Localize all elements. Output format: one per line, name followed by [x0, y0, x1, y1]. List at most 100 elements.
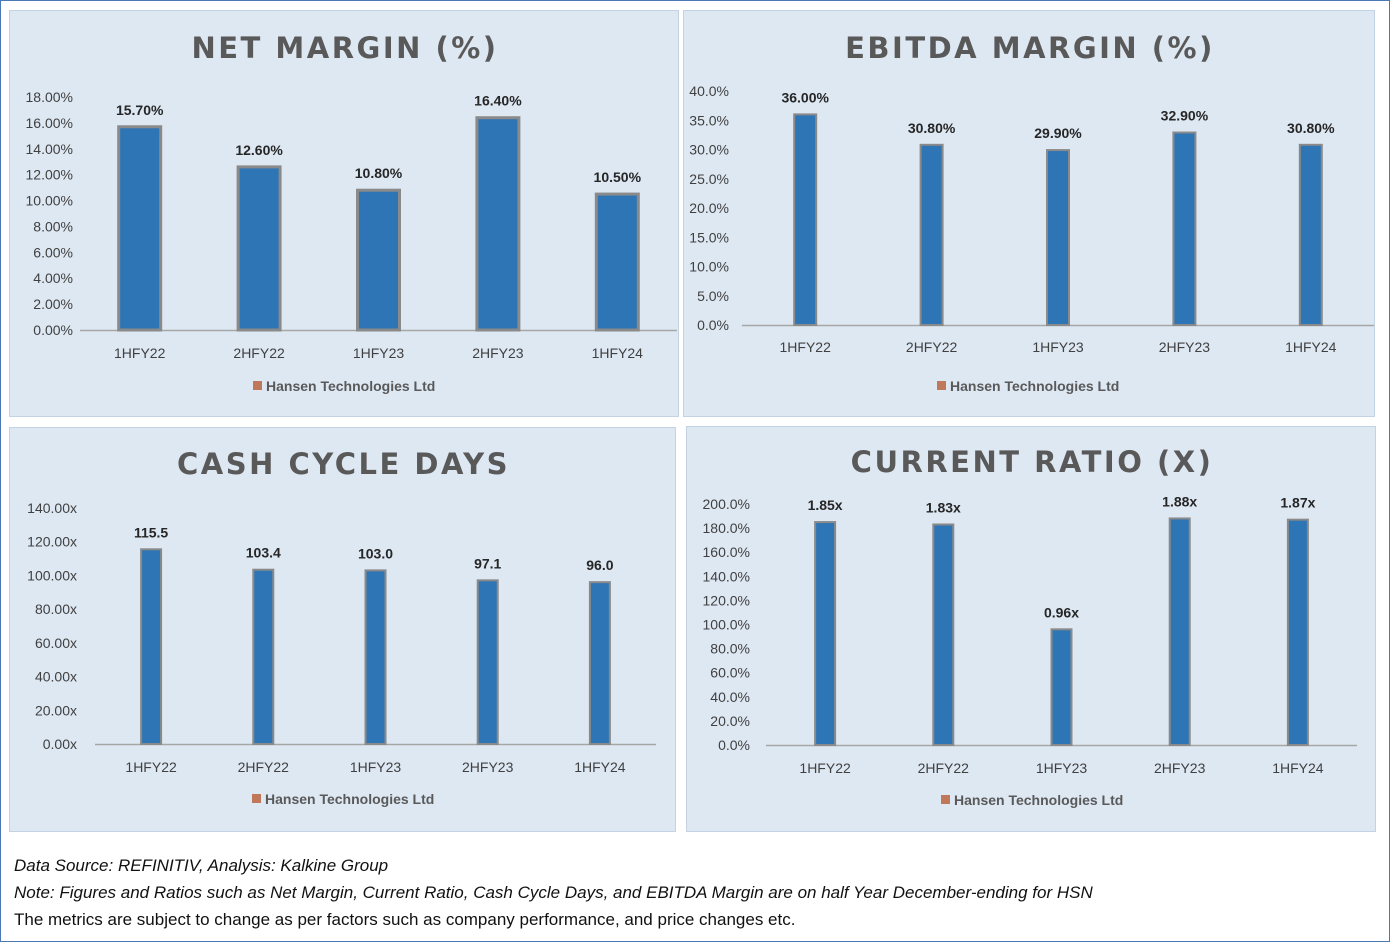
- data-label: 30.80%: [908, 120, 956, 136]
- legend: Hansen Technologies Ltd: [252, 791, 434, 807]
- net-margin-chart: NET MARGIN (%) 0.00% 2.00% 4.00% 6.00% 8.00% 1…: [26, 31, 677, 394]
- y-tick-label: 35.0%: [689, 112, 729, 128]
- data-label: 115.5: [134, 524, 168, 540]
- bar: [236, 165, 282, 332]
- bar: [356, 188, 401, 332]
- data-label: 96.0: [586, 557, 613, 573]
- data-label: 16.40%: [474, 93, 522, 109]
- data-label: 32.90%: [1161, 108, 1209, 124]
- legend: Hansen Technologies Ltd: [937, 378, 1119, 394]
- y-tick-label: 80.00x: [35, 601, 77, 617]
- data-label: 12.60%: [235, 142, 283, 158]
- legend-marker: [253, 381, 262, 390]
- disclaimer-note: The metrics are subject to change as per…: [14, 910, 796, 929]
- x-tick-label: 2HFY22: [238, 759, 290, 775]
- ebitda-margin-chart: EBITDA MARGIN (%) 0.0% 5.0% 10.0% 15.0% 20.0%…: [689, 31, 1374, 394]
- bar: [594, 192, 640, 332]
- legend-marker: [941, 795, 950, 804]
- y-tick-label: 40.0%: [710, 689, 750, 705]
- y-tick-label: 40.0%: [689, 83, 729, 99]
- x-tick-label: 1HFY23: [1032, 339, 1084, 355]
- y-tick-label: 140.00x: [27, 500, 77, 516]
- y-tick-label: 2.00%: [33, 296, 73, 312]
- y-tick-label: 30.0%: [689, 142, 729, 158]
- legend-label: Hansen Technologies Ltd: [266, 378, 435, 394]
- y-tick-label: 100.0%: [703, 617, 750, 633]
- y-tick-label: 80.0%: [710, 641, 750, 657]
- bar: [1046, 149, 1070, 326]
- y-tick-label: 40.00x: [35, 669, 77, 685]
- cash-cycle-days-chart: CASH CYCLE DAYS 0.00x 20.00x 40.00x 60.00x 80…: [27, 447, 656, 807]
- data-label: 1.83x: [926, 499, 961, 515]
- y-tick-label: 20.00x: [35, 702, 77, 718]
- y-tick-label: 15.0%: [689, 229, 729, 245]
- data-label: 1.85x: [808, 497, 843, 513]
- y-tick-label: 10.00%: [26, 193, 73, 209]
- y-tick-label: 12.00%: [26, 167, 73, 183]
- chart-panel-current-ratio: CURRENT RATIO (X) 0.0% 20.0% 40.0% 60.0% 80.0…: [686, 426, 1376, 832]
- y-tick-label: 60.0%: [710, 665, 750, 681]
- bar: [475, 116, 521, 332]
- data-label: 29.90%: [1034, 125, 1082, 141]
- x-tick-label: 2HFY23: [1159, 339, 1211, 355]
- y-tick-label: 20.0%: [689, 200, 729, 216]
- chart-panel-ebitda-margin: EBITDA MARGIN (%) 0.0% 5.0% 10.0% 15.0% 20.0%…: [683, 10, 1375, 417]
- chart-title: EBITDA MARGIN (%): [845, 31, 1215, 65]
- x-tick-label: 1HFY22: [114, 345, 166, 361]
- x-tick-label: 2HFY23: [462, 759, 514, 775]
- current-ratio-chart: CURRENT RATIO (X) 0.0% 20.0% 40.0% 60.0% 80.0…: [703, 445, 1357, 808]
- bar: [1168, 517, 1191, 746]
- methodology-note: Note: Figures and Ratios such as Net Mar…: [14, 883, 1093, 902]
- x-tick-label: 1HFY22: [799, 760, 851, 776]
- data-label: 103.4: [246, 545, 281, 561]
- chart-panel-cash-cycle-days: CASH CYCLE DAYS 0.00x 20.00x 40.00x 60.00x 80…: [9, 427, 676, 832]
- bar: [476, 579, 499, 745]
- x-tick-label: 1HFY23: [350, 759, 402, 775]
- legend-label: Hansen Technologies Ltd: [954, 792, 1123, 808]
- legend-marker: [937, 381, 946, 390]
- chart-title: CURRENT RATIO (X): [851, 445, 1214, 479]
- bar: [793, 113, 818, 327]
- bar: [919, 143, 944, 326]
- y-tick-label: 160.0%: [703, 544, 750, 560]
- bar: [932, 523, 955, 746]
- y-tick-label: 16.00%: [26, 115, 73, 131]
- data-label: 10.50%: [594, 169, 642, 185]
- bar: [1298, 143, 1323, 326]
- footnotes: Data Source: REFINITIV, Analysis: Kalkin…: [14, 852, 1374, 933]
- data-label: 10.80%: [355, 165, 403, 181]
- x-tick-label: 2HFY22: [233, 345, 285, 361]
- x-tick-label: 1HFY23: [353, 345, 405, 361]
- data-source-note: Data Source: REFINITIV, Analysis: Kalkin…: [14, 856, 389, 875]
- y-tick-label: 18.00%: [26, 89, 73, 105]
- x-tick-label: 1HFY22: [780, 339, 832, 355]
- y-tick-label: 0.00x: [43, 736, 77, 752]
- data-label: 103.0: [358, 545, 393, 561]
- x-tick-label: 2HFY22: [918, 760, 970, 776]
- y-tick-label: 0.0%: [697, 317, 729, 333]
- data-label: 1.88x: [1162, 493, 1197, 509]
- y-tick-label: 180.0%: [703, 520, 750, 536]
- legend-marker: [252, 794, 261, 803]
- chart-panel-net-margin: NET MARGIN (%) 0.00% 2.00% 4.00% 6.00% 8.00% 1…: [9, 10, 679, 417]
- x-tick-label: 1HFY22: [125, 759, 177, 775]
- bar: [814, 521, 837, 746]
- bar: [117, 125, 163, 332]
- x-tick-label: 2HFY23: [472, 345, 524, 361]
- bar: [140, 548, 163, 745]
- x-tick-label: 2HFY22: [906, 339, 958, 355]
- y-tick-label: 4.00%: [33, 270, 73, 286]
- data-label: 97.1: [474, 555, 501, 571]
- bar: [588, 581, 611, 745]
- data-label: 0.96x: [1044, 604, 1079, 620]
- chart-title: NET MARGIN (%): [191, 31, 498, 65]
- bar: [1050, 628, 1073, 747]
- y-tick-label: 60.00x: [35, 635, 77, 651]
- y-tick-label: 6.00%: [33, 244, 73, 260]
- bar: [252, 568, 275, 745]
- x-tick-label: 1HFY24: [1285, 339, 1337, 355]
- bar: [1286, 518, 1309, 747]
- y-tick-label: 0.00%: [33, 322, 73, 338]
- x-tick-label: 1HFY23: [1036, 760, 1088, 776]
